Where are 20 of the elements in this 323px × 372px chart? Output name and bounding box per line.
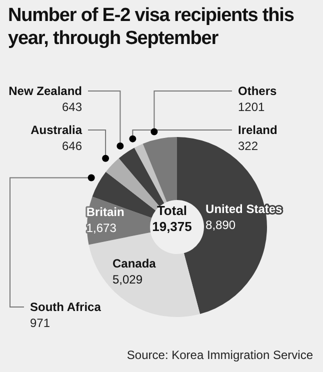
data-label: 5,029 [112,272,143,286]
slice-label: Canada [112,256,156,270]
data-label: 1,673 [86,220,117,235]
source-note: Source: Korea Immigration Service [126,348,313,362]
data-label: 646 [62,139,82,153]
data-label: 643 [62,100,82,114]
slice-label: Australia [30,123,82,137]
data-label: 8,890 [206,218,236,232]
data-label: 322 [238,139,258,153]
data-label: 971 [30,316,50,330]
donut-slice [118,148,164,206]
slice-label: New Zealand [8,84,82,98]
text: Total 19,375 [151,203,193,235]
slice-label: South Africa [30,300,102,314]
chart-title: Number of E-2 visa recipients this year, through September [8,4,295,50]
slice-label: Others [238,84,278,98]
data-label: 1201 [238,100,266,114]
donut-slice [142,137,177,202]
donut-slice [134,144,167,204]
slice-label: Ireland [238,123,278,137]
